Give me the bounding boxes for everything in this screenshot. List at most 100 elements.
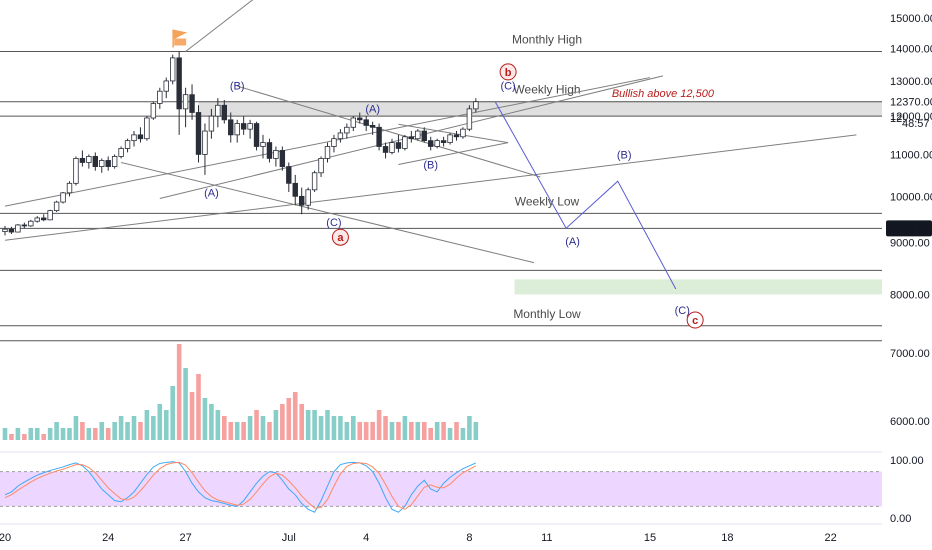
time-tick-label: 24 bbox=[102, 532, 114, 544]
wave-label-text: (A) bbox=[565, 236, 580, 248]
wave-label-text: (C) bbox=[500, 80, 515, 92]
wave-label-text: (C) bbox=[675, 305, 690, 317]
volume-bar bbox=[247, 416, 253, 440]
candle-body bbox=[2, 228, 8, 232]
candle bbox=[182, 87, 189, 128]
volume-bar bbox=[325, 410, 330, 440]
volume-bar bbox=[151, 416, 156, 440]
wave-label-minor: (A) bbox=[565, 236, 580, 248]
volume-bar bbox=[163, 410, 169, 440]
volume-bar bbox=[118, 416, 124, 440]
candle bbox=[331, 134, 337, 153]
candle bbox=[344, 123, 350, 139]
candle bbox=[453, 131, 460, 141]
price-panel[interactable]: Monthly High Weekly High Weekly Low Monthly… bbox=[0, 0, 882, 342]
candle-body bbox=[144, 117, 150, 140]
volume-bar bbox=[454, 422, 459, 440]
candle-body bbox=[324, 146, 331, 159]
candle bbox=[176, 51, 182, 135]
annotation-bullish: Bullish above 12,500 bbox=[612, 88, 715, 100]
wave-label-minor: (B) bbox=[617, 149, 632, 161]
candle-body bbox=[305, 189, 311, 206]
volume-bar bbox=[125, 422, 130, 440]
volume-bar bbox=[138, 422, 143, 440]
wave-label-text: (C) bbox=[326, 217, 341, 229]
candle bbox=[460, 127, 466, 139]
candle-body bbox=[260, 142, 266, 147]
wave-label-text: (B) bbox=[423, 160, 438, 172]
candle-body bbox=[402, 136, 408, 149]
candle-body bbox=[473, 101, 479, 110]
candle-body bbox=[163, 80, 169, 92]
candle-body bbox=[60, 192, 66, 203]
candle-body bbox=[460, 128, 466, 138]
candle bbox=[92, 152, 98, 171]
candle-body bbox=[79, 158, 86, 163]
volume-panel bbox=[2, 344, 479, 440]
volume-bar bbox=[22, 434, 27, 440]
candle-body bbox=[169, 57, 176, 82]
volume-bar bbox=[344, 422, 350, 440]
candle bbox=[357, 112, 363, 124]
candle-body bbox=[53, 201, 60, 212]
wave-label-text: (B) bbox=[230, 80, 245, 92]
candle-body bbox=[408, 136, 415, 140]
candle-body bbox=[15, 224, 21, 233]
candle bbox=[337, 129, 344, 143]
time-tick-label: 15 bbox=[644, 532, 656, 544]
volume-bar bbox=[254, 410, 259, 440]
label-monthly-low: Monthly Low bbox=[513, 307, 581, 321]
flag-icon bbox=[172, 29, 188, 48]
candle bbox=[21, 222, 28, 229]
candle bbox=[427, 136, 434, 151]
candle bbox=[402, 134, 408, 151]
time-tick-label: 18 bbox=[721, 532, 733, 544]
volume-bar bbox=[241, 422, 246, 440]
candle bbox=[215, 98, 221, 128]
candle bbox=[382, 142, 389, 159]
volume-bar bbox=[338, 416, 343, 440]
volume-bar bbox=[273, 410, 279, 440]
volume-bar bbox=[222, 416, 227, 440]
volume-bar bbox=[402, 416, 408, 440]
wave-label-text: (A) bbox=[204, 187, 219, 199]
candle-body bbox=[157, 90, 163, 104]
candle bbox=[473, 98, 479, 113]
candle bbox=[292, 174, 298, 206]
candle bbox=[324, 142, 331, 163]
countdown-label: 48:57 bbox=[902, 118, 930, 130]
volume-bar bbox=[93, 428, 98, 440]
wave-label-circle bbox=[331, 228, 349, 246]
price-tick-label: 13000.00 bbox=[890, 76, 932, 88]
volume-bar bbox=[131, 416, 137, 440]
candle-body bbox=[176, 57, 182, 110]
price-tick-label: 6000.00 bbox=[890, 416, 930, 428]
candle bbox=[73, 156, 79, 186]
candle-body bbox=[8, 228, 15, 233]
candle bbox=[53, 200, 60, 212]
volume-bar bbox=[447, 428, 453, 440]
label-weekly-high-upper: Weekly High bbox=[513, 83, 580, 97]
candle bbox=[234, 119, 240, 143]
candle-body bbox=[118, 148, 124, 157]
volume-bar bbox=[415, 422, 421, 440]
volume-bar bbox=[331, 416, 337, 440]
wave-label-minor: (A) bbox=[204, 187, 219, 199]
volume-bar bbox=[428, 428, 433, 440]
volume-bar bbox=[434, 422, 440, 440]
candle bbox=[247, 119, 253, 139]
candle-body bbox=[41, 217, 47, 221]
label-weekly-low: Weekly Low bbox=[515, 194, 580, 208]
price-tick-label: 15000.00 bbox=[890, 13, 932, 25]
volume-bar bbox=[260, 416, 266, 440]
volume-bar bbox=[234, 422, 240, 440]
stochastic-panel[interactable] bbox=[0, 451, 882, 513]
time-axis[interactable]: 20 24 27 Jul 4 8 11 15 18 22 bbox=[0, 523, 882, 544]
candle bbox=[408, 131, 415, 143]
candle-body bbox=[389, 142, 395, 153]
price-axis[interactable]: 15000.00 14000.00 13000.00 12000.00 11000.00… bbox=[886, 13, 932, 525]
volume-bar bbox=[396, 422, 401, 440]
trendline-top-wedge-a bbox=[4, 77, 651, 207]
candle bbox=[221, 99, 227, 124]
